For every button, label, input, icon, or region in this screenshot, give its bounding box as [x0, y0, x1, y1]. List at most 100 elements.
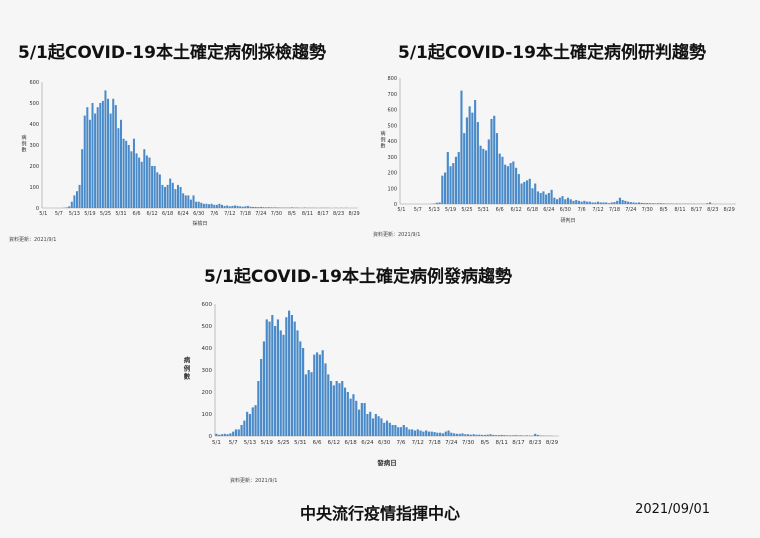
bar	[226, 434, 229, 436]
x-tick-label: 6/18	[344, 440, 357, 446]
bar	[591, 202, 594, 204]
bar	[213, 204, 216, 208]
x-tick-label: 6/12	[146, 211, 157, 217]
x-tick-label: 5/19	[261, 440, 274, 446]
bar	[467, 434, 470, 436]
bar	[205, 203, 208, 208]
bar	[218, 434, 221, 436]
bar	[148, 157, 151, 208]
bar	[607, 203, 611, 204]
x-tick-label: 6/6	[133, 211, 141, 217]
bar	[274, 326, 277, 436]
bar	[545, 194, 548, 204]
y-axis-label: 病例數	[380, 130, 385, 150]
bar	[515, 167, 518, 204]
y-tick-label: 300	[202, 368, 213, 374]
bar	[236, 205, 239, 208]
y-tick-label: 400	[387, 139, 397, 145]
x-tick-label: 7/6	[397, 440, 406, 446]
bar	[215, 433, 218, 436]
bar	[304, 374, 307, 436]
bar	[643, 203, 646, 204]
bar	[494, 435, 498, 436]
bar	[125, 140, 128, 208]
y-tick-label: 800	[387, 76, 397, 82]
bar	[94, 113, 97, 208]
x-tick-label: 7/24	[625, 207, 636, 213]
bar	[174, 189, 177, 208]
bar	[232, 431, 235, 436]
bar	[482, 148, 485, 205]
bar	[182, 193, 185, 208]
bar	[602, 202, 605, 204]
bar	[659, 203, 662, 204]
y-tick-label: 100	[29, 185, 39, 191]
bar	[249, 206, 252, 208]
bar	[637, 202, 641, 204]
bar	[290, 315, 293, 436]
bar	[65, 207, 68, 208]
y-tick-label: 200	[29, 164, 39, 170]
bar	[91, 103, 94, 208]
bar	[282, 334, 285, 436]
x-tick-label: 6/12	[510, 207, 521, 213]
bar	[558, 197, 561, 204]
bar	[547, 192, 550, 204]
x-tick-label: 6/18	[162, 211, 173, 217]
bar	[427, 431, 431, 436]
bar	[210, 203, 213, 208]
update-note-diagnosis: 資料更新：2021/9/1	[373, 232, 421, 238]
bar	[465, 117, 468, 205]
bar	[140, 161, 143, 208]
bar	[394, 425, 397, 436]
bar	[509, 163, 512, 204]
bar	[506, 166, 509, 204]
y-tick-label: 400	[29, 122, 39, 128]
x-tick-label: 6/18	[527, 207, 538, 213]
bar	[153, 166, 156, 208]
x-tick-label: 7/12	[592, 207, 603, 213]
bar	[135, 153, 138, 208]
y-tick-label: 500	[29, 101, 39, 107]
bar	[96, 107, 99, 208]
bar	[288, 310, 291, 436]
x-tick-label: 7/12	[412, 440, 424, 446]
bar	[189, 199, 192, 208]
bar	[355, 400, 358, 436]
x-tick-label: 5/1	[397, 207, 405, 213]
bar	[145, 155, 148, 208]
bar	[454, 156, 458, 204]
x-tick-label: 8/17	[512, 440, 525, 446]
bar	[430, 431, 433, 436]
bar	[495, 133, 499, 205]
y-tick-label: 100	[202, 412, 213, 418]
bar	[267, 207, 270, 208]
bar	[468, 106, 471, 204]
bar	[179, 187, 182, 208]
bar	[654, 203, 657, 204]
x-tick-label: 6/24	[361, 440, 374, 446]
bar	[613, 202, 616, 204]
bar	[438, 202, 441, 204]
bar	[200, 202, 203, 208]
bar	[399, 427, 403, 436]
bar	[580, 201, 583, 204]
x-tick-label: 5/7	[55, 211, 63, 217]
bar	[481, 434, 484, 436]
bar	[498, 153, 501, 204]
bar	[241, 206, 244, 208]
bar	[503, 435, 506, 436]
bar	[629, 202, 632, 204]
bar	[517, 435, 520, 436]
bar	[457, 152, 460, 204]
bar	[425, 430, 428, 436]
x-tick-label: 7/18	[240, 211, 251, 217]
bar	[313, 354, 316, 436]
bar	[493, 115, 496, 204]
bar	[251, 407, 254, 436]
bar	[476, 122, 479, 204]
x-axis-label: 採檢日	[192, 220, 207, 227]
bar	[296, 330, 299, 436]
publish-date: 2021/09/01	[635, 502, 710, 517]
bar	[706, 203, 709, 204]
